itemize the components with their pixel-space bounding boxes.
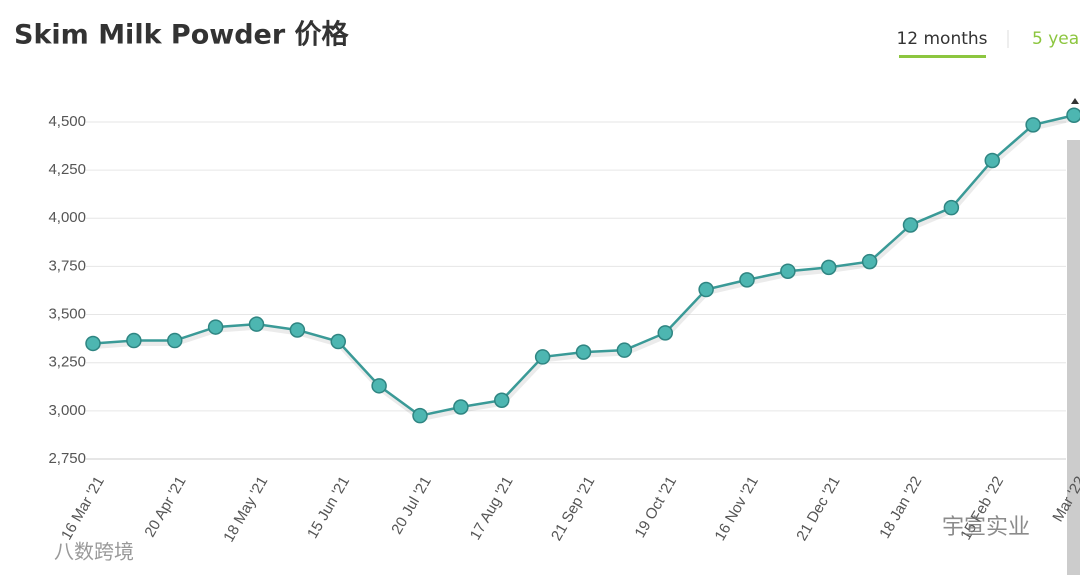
watermark: 八数跨境: [54, 540, 134, 564]
marker: [821, 259, 837, 276]
x-tick-label: 16 Mar '21: [58, 473, 108, 542]
tab[interactable]: 5 years: [1032, 29, 1080, 49]
marker: [167, 332, 183, 349]
line: [92, 114, 1075, 418]
y-tick-label: 2,750: [48, 450, 86, 467]
marker: [207, 319, 224, 335]
marker: [780, 263, 796, 279]
y-tick-label: 4,250: [48, 161, 86, 178]
marker: [698, 281, 714, 298]
y-tick-label: 4,000: [48, 209, 86, 226]
y-tick-label: 4,500: [48, 113, 86, 130]
x-tick-label: 21 Sep '21: [548, 473, 598, 543]
x-tick-label: 21 Dec '21: [793, 473, 843, 543]
marker: [412, 407, 428, 424]
marker: [616, 342, 633, 358]
marker: [943, 199, 960, 216]
y-tick-label: 3,250: [48, 354, 86, 371]
marker: [330, 333, 346, 350]
y-tick-label: 3,000: [48, 402, 86, 419]
y-tick-label: 3,500: [48, 306, 86, 323]
scrollbar-thumb[interactable]: [1067, 140, 1080, 575]
marker: [1066, 107, 1080, 123]
x-tick-label: 20 Jul '21: [388, 473, 435, 537]
x-tick-label: 18 Jan '22: [876, 473, 925, 541]
x-tick-label: 17 Aug '21: [467, 473, 517, 543]
x-tick-label: 15 Jun '21: [304, 473, 353, 541]
x-tick-label: 19 Oct '21: [631, 473, 680, 540]
x-tick-label: 16 Nov '21: [712, 473, 762, 543]
x-tick-label: 20 Apr '21: [141, 473, 189, 540]
line-shadow: [93, 115, 1076, 422]
marker: [126, 332, 142, 349]
marker: [371, 378, 387, 394]
marker: [739, 272, 755, 288]
watermark: 宇宣实业: [942, 515, 1030, 540]
scroll-arrow[interactable]: [1071, 98, 1079, 104]
marker: [248, 316, 265, 332]
x-tick-label: 18 May '21: [220, 473, 271, 545]
marker: [902, 217, 919, 233]
marker: [453, 399, 469, 415]
tab-underline: [899, 55, 986, 58]
marker: [1025, 117, 1041, 133]
marker: [861, 253, 878, 270]
y-tick-label: 3,750: [48, 257, 86, 274]
marker: [534, 349, 551, 365]
marker: [657, 325, 673, 341]
tab[interactable]: 12 months: [896, 29, 987, 49]
chart-title: Skim Milk Powder 价格: [14, 20, 350, 51]
marker: [85, 335, 101, 352]
marker: [984, 152, 1000, 169]
marker: [289, 322, 306, 338]
marker: [575, 344, 592, 360]
marker: [494, 392, 510, 409]
